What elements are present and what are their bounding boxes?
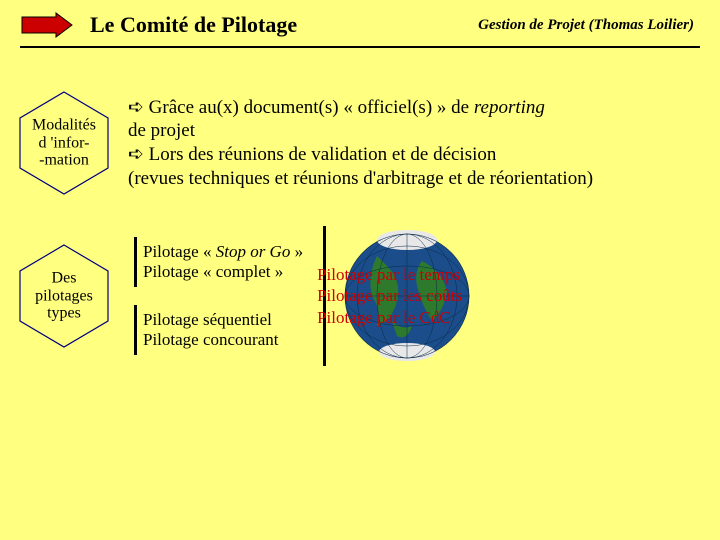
vertical-bar-icon — [134, 237, 137, 287]
hexagon-pilotages-label: Des pilotages types — [19, 270, 109, 323]
p1-l1: Pilotage « — [143, 242, 216, 261]
section-modalites: Modalités d 'infor- -mation ➪ Grâce au(x… — [14, 88, 700, 198]
hex2-line1: Des — [52, 270, 77, 287]
pilotage-column-2: Pilotage par le temps Pilotage par les c… — [323, 226, 482, 366]
pilotage-column-2-text: Pilotage par le temps Pilotage par les c… — [317, 264, 497, 328]
pilotage-item-2: Pilotage séquentiel Pilotage concourant — [134, 305, 303, 355]
p2-l1: Pilotage séquentiel — [143, 310, 272, 329]
hex1-line3: -mation — [39, 152, 89, 169]
hex1-line1: Modalités — [32, 117, 96, 134]
header: Le Comité de Pilotage Gestion de Projet … — [0, 0, 720, 38]
bullet1-text-b: reporting — [474, 97, 545, 118]
bullet2-text-b: (revues techniques et réunions d'arbitra… — [128, 168, 593, 189]
p2-l2: Pilotage concourant — [143, 330, 279, 349]
hex2-line2: pilotages — [35, 287, 93, 304]
pilotage-column-1: Pilotage « Stop or Go » Pilotage « compl… — [134, 237, 303, 355]
page-subtitle: Gestion de Projet (Thomas Loilier) — [478, 17, 694, 34]
p1-l2: Pilotage « complet » — [143, 262, 283, 281]
pc2-l1: Pilotage par le temps — [317, 265, 460, 284]
p1-l1i: Stop or Go — [216, 242, 291, 261]
header-arrow-icon — [20, 12, 74, 38]
pilotage-item-1-text: Pilotage « Stop or Go » Pilotage « compl… — [143, 242, 303, 283]
pc2-l2: Pilotage par les coûts — [317, 286, 462, 305]
bullet1-text-a: Grâce au(x) document(s) « officiel(s) » … — [149, 97, 474, 118]
header-rule — [20, 46, 700, 48]
hexagon-pilotages: Des pilotages types — [14, 241, 114, 351]
hex1-line2: d 'infor- — [39, 134, 90, 151]
hex2-line3: types — [47, 305, 81, 322]
page-title: Le Comité de Pilotage — [90, 12, 297, 38]
bullet-1: ➪ Grâce au(x) document(s) « officiel(s) … — [128, 96, 593, 144]
hexagon-modalites: Modalités d 'infor- -mation — [14, 88, 114, 198]
hexagon-modalites-label: Modalités d 'infor- -mation — [19, 117, 109, 170]
bullet2-text-a: Lors des réunions de validation et de dé… — [149, 144, 497, 165]
globe-icon: Pilotage par le temps Pilotage par les c… — [332, 226, 482, 366]
bullet-arrow-icon: ➪ — [128, 97, 144, 118]
bullet-arrow-icon: ➪ — [128, 144, 144, 165]
vertical-bar-icon — [134, 305, 137, 355]
pc2-l3: Pilotage par le CdC — [317, 308, 451, 327]
pilotage-item-1: Pilotage « Stop or Go » Pilotage « compl… — [134, 237, 303, 287]
section-pilotages: Des pilotages types Pilotage « Stop or G… — [14, 226, 710, 366]
bullet1-text-c: de projet — [128, 120, 195, 141]
bullet-2: ➪ Lors des réunions de validation et de … — [128, 143, 593, 191]
bullets-list: ➪ Grâce au(x) document(s) « officiel(s) … — [128, 96, 593, 191]
pilotage-item-2-text: Pilotage séquentiel Pilotage concourant — [143, 310, 279, 351]
p1-l1e: » — [290, 242, 303, 261]
